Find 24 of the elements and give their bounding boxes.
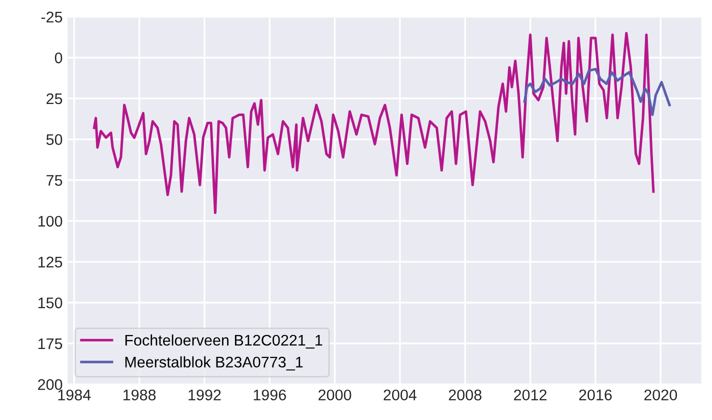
line-series (92, 32, 655, 214)
x-tick-label: 1988 (123, 390, 156, 400)
x-tick-label: 2012 (514, 390, 547, 400)
y-tick-label: 175 (38, 338, 62, 350)
legend-label: Fochteloerveen B12C0221_1 (125, 334, 322, 349)
x-tick-label: 1984 (58, 390, 91, 400)
x-tick-label: 2020 (644, 390, 677, 400)
y-tick-label: 50 (46, 134, 62, 145)
x-tick-label: 2016 (579, 390, 612, 400)
legend-label: Meerstalblok B23A0773_1 (125, 356, 303, 370)
line-series (523, 68, 671, 116)
y-tick-label: 25 (46, 93, 62, 104)
y-tick-label: 100 (38, 216, 62, 227)
x-tick-label: 2004 (384, 390, 417, 400)
y-tick-label: 150 (38, 298, 62, 308)
x-tick-label: 2000 (318, 390, 352, 400)
y-tick-label: 0 (54, 52, 62, 64)
x-tick-label: 1996 (254, 390, 286, 400)
y-tick-label: 200 (38, 379, 62, 390)
y-tick-label: -25 (41, 12, 62, 22)
y-tick-label: 75 (46, 175, 62, 186)
y-tick-label: 125 (38, 256, 62, 268)
x-tick-label: 1992 (188, 390, 221, 400)
x-tick-label: 2008 (448, 390, 482, 400)
